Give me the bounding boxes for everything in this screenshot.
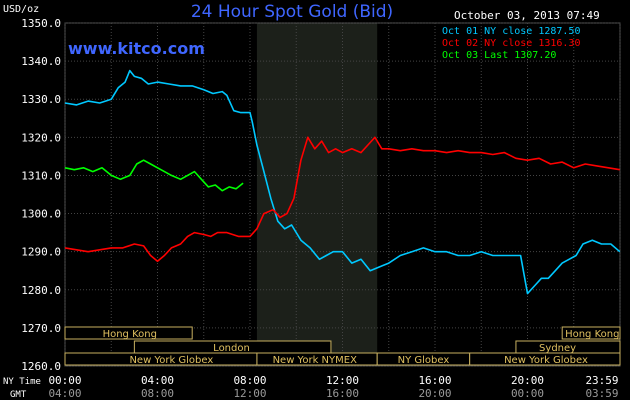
y-tick-label: 1320.0 bbox=[21, 131, 61, 144]
units-label: USD/oz bbox=[3, 4, 39, 15]
x-tick-label-ny: 20:00 bbox=[511, 374, 544, 387]
site-watermark: www.kitco.com bbox=[68, 39, 205, 58]
x-axis-ticks: 00:00 04:00 08:00 12:00 16:00 20:00 23:5904:00… bbox=[48, 374, 618, 400]
session-label: Hong Kong bbox=[565, 329, 619, 340]
x-tick-label-gmt: 04:00 bbox=[48, 387, 81, 400]
y-tick-label: 1260.0 bbox=[21, 360, 61, 373]
x-tick-label-gmt: 08:00 bbox=[141, 387, 174, 400]
y-tick-label: 1270.0 bbox=[21, 322, 61, 335]
price-series bbox=[64, 69, 621, 295]
series-line-0 bbox=[64, 69, 621, 295]
x-tick-label-gmt: 12:00 bbox=[233, 387, 266, 400]
ny-time-label: NY Time bbox=[3, 377, 41, 387]
legend-item-oct01: Oct 01 NY close 1287.50 bbox=[442, 26, 580, 37]
x-tick-label-gmt: 03:59 bbox=[585, 387, 618, 400]
series-line-1 bbox=[64, 136, 620, 263]
y-tick-label: 1340.0 bbox=[21, 55, 61, 68]
series-line-2 bbox=[64, 159, 244, 192]
y-tick-label: 1330.0 bbox=[21, 93, 61, 106]
y-axis-ticks: 1260.0 1270.0 1280.0 1290.0 1300.0 1310.0 1320… bbox=[21, 17, 61, 373]
timestamp: October 03, 2013 07:49 bbox=[454, 9, 600, 22]
nymex-session-band bbox=[256, 23, 378, 366]
x-tick-label-ny: 00:00 bbox=[48, 374, 81, 387]
legend-item-oct02: Oct 02 NY close 1316.30 bbox=[442, 38, 580, 49]
x-tick-label-gmt: 16:00 bbox=[326, 387, 359, 400]
y-tick-label: 1350.0 bbox=[21, 17, 61, 30]
chart-title: 24 Hour Spot Gold (Bid) bbox=[191, 2, 393, 22]
x-tick-label-ny: 08:00 bbox=[233, 374, 266, 387]
x-tick-label-ny: 04:00 bbox=[141, 374, 174, 387]
session-label: New York Globex bbox=[504, 355, 588, 366]
session-label: London bbox=[213, 343, 250, 354]
gmt-label: GMT bbox=[10, 390, 27, 400]
session-label: New York Globex bbox=[129, 355, 213, 366]
session-bar bbox=[561, 326, 621, 340]
x-tick-label-gmt: 20:00 bbox=[418, 387, 451, 400]
x-tick-label-ny: 12:00 bbox=[326, 374, 359, 387]
x-tick-label-ny: 16:00 bbox=[418, 374, 451, 387]
legend: Oct 01 NY close 1287.50 Oct 02 NY close … bbox=[442, 26, 580, 61]
session-label: NY Globex bbox=[398, 355, 450, 366]
legend-item-oct03: Oct 03 Last 1307.20 bbox=[442, 50, 556, 61]
session-label: Hong Kong bbox=[103, 329, 157, 340]
y-tick-label: 1300.0 bbox=[21, 208, 61, 221]
session-label: New York NYMEX bbox=[273, 355, 358, 366]
x-tick-label-ny: 23:59 bbox=[585, 374, 618, 387]
session-bar bbox=[64, 326, 193, 340]
session-bar bbox=[469, 352, 621, 366]
session-label: Sydney bbox=[539, 343, 576, 354]
y-tick-label: 1280.0 bbox=[21, 284, 61, 297]
y-tick-label: 1290.0 bbox=[21, 246, 61, 259]
x-tick-label-gmt: 00:00 bbox=[511, 387, 544, 400]
y-tick-label: 1310.0 bbox=[21, 169, 61, 182]
